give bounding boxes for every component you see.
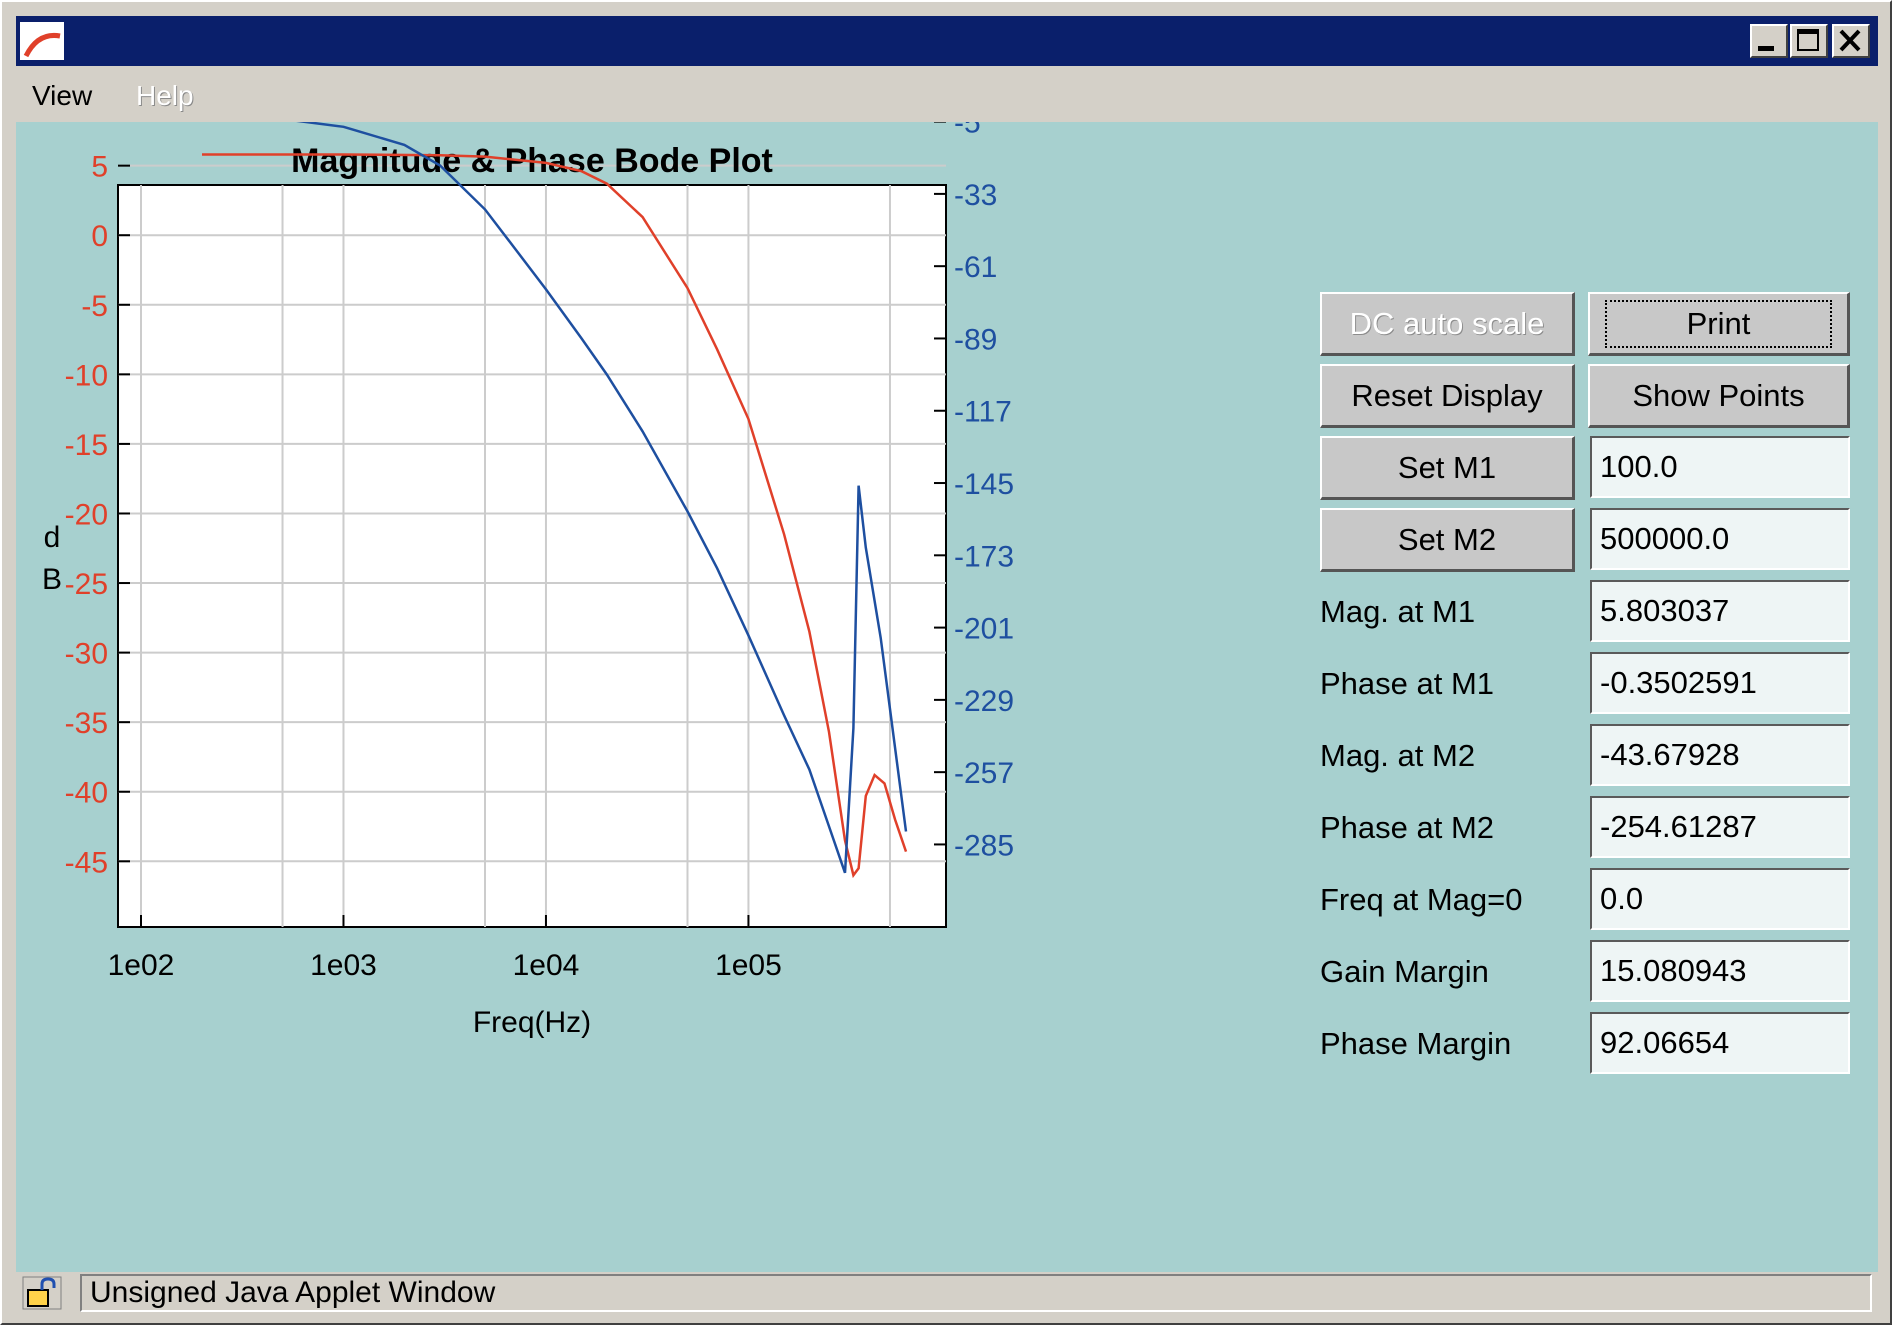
y2-tick-label: -229 [954, 685, 1014, 718]
reset-display-button[interactable]: Reset Display [1320, 364, 1575, 428]
menu-view[interactable]: View [32, 80, 93, 111]
phase-margin-field[interactable] [1590, 1012, 1850, 1074]
m1-frequency-input[interactable] [1590, 436, 1850, 498]
phase-at-m1-field[interactable] [1590, 652, 1850, 714]
phase-margin-label: Phase Margin [1320, 1026, 1512, 1061]
freq-at-mag0-label: Freq at Mag=0 [1320, 882, 1523, 917]
y-tick-label: -10 [65, 359, 108, 392]
x-tick-label: 1e05 [715, 949, 782, 982]
x-tick-label: 1e04 [513, 949, 580, 982]
y2-tick-label: -257 [954, 757, 1014, 790]
menu-help[interactable]: Help [136, 80, 194, 111]
y-tick-label: -40 [65, 777, 108, 810]
y2-tick-label: -33 [954, 179, 997, 212]
title-bar[interactable] [16, 16, 1878, 66]
y-tick-label: -20 [65, 498, 108, 531]
y-tick-label: -5 [81, 290, 108, 323]
menu-bar: View Help [16, 68, 1878, 122]
y2-tick-label: -117 [954, 396, 1012, 429]
gain-margin-label: Gain Margin [1320, 954, 1489, 989]
show-points-button[interactable]: Show Points [1588, 364, 1850, 428]
x-tick-label: 1e03 [310, 949, 377, 982]
magnitude-series-line [202, 153, 908, 879]
y-tick-label: -35 [65, 707, 108, 740]
applet-content: 5 0 -5 -10 -15 -20 -25 -30 -35 -40 -45 -5 -33 -61 -89 -… [16, 122, 1878, 1272]
y-tick-label: -15 [65, 429, 108, 462]
minimize-icon[interactable] [1750, 24, 1788, 58]
y-axis-label-char: B [42, 563, 62, 596]
y2-tick-label: -201 [954, 613, 1014, 646]
y-tick-label: -45 [65, 846, 108, 879]
freq-at-mag0-field[interactable] [1590, 868, 1850, 930]
m2-frequency-input[interactable] [1590, 508, 1850, 570]
print-button[interactable]: Print [1588, 292, 1850, 356]
set-m1-button[interactable]: Set M1 [1320, 436, 1575, 500]
y-tick-label: -30 [65, 638, 108, 671]
set-m2-button[interactable]: Set M2 [1320, 508, 1575, 572]
unlocked-padlock-icon [22, 1276, 62, 1310]
maximize-icon[interactable] [1790, 24, 1828, 58]
print-button-label: Print [1604, 299, 1833, 348]
y2-tick-label: -145 [954, 468, 1014, 501]
plot-area [117, 184, 947, 928]
dc-auto-scale-button[interactable]: DC auto scale [1320, 292, 1575, 356]
y2-tick-label: -285 [954, 829, 1014, 862]
y2-tick-label: -5 [954, 122, 981, 140]
gain-margin-field[interactable] [1590, 940, 1850, 1002]
mag-at-m1-label: Mag. at M1 [1320, 594, 1476, 629]
y2-tick-label: -173 [954, 540, 1014, 573]
phase-at-m2-field[interactable] [1590, 796, 1850, 858]
close-icon[interactable] [1832, 24, 1870, 58]
y2-tick-label: -61 [954, 251, 997, 284]
x-tick-label: 1e02 [108, 949, 175, 982]
phase-at-m2-label: Phase at M2 [1320, 810, 1495, 845]
status-text: Unsigned Java Applet Window [80, 1274, 1872, 1312]
app-icon [20, 22, 64, 60]
mag-at-m2-field[interactable] [1590, 724, 1850, 786]
phase-at-m1-label: Phase at M1 [1320, 666, 1495, 701]
x-axis-label: Freq(Hz) [473, 1006, 591, 1039]
phase-series-line [296, 122, 908, 874]
mag-at-m2-label: Mag. at M2 [1320, 738, 1476, 773]
bode-plot: 5 0 -5 -10 -15 -20 -25 -30 -35 -40 -45 -5 -33 -61 -89 -… [42, 122, 1014, 1039]
y-tick-label: 5 [91, 151, 108, 184]
y2-tick-label: -89 [954, 323, 997, 356]
y-tick-label: 0 [91, 220, 108, 253]
y-tick-label: -25 [65, 568, 108, 601]
y-axis-label-char: d [44, 521, 61, 554]
mag-at-m1-field[interactable] [1590, 580, 1850, 642]
status-bar: Unsigned Java Applet Window [16, 1272, 1878, 1314]
